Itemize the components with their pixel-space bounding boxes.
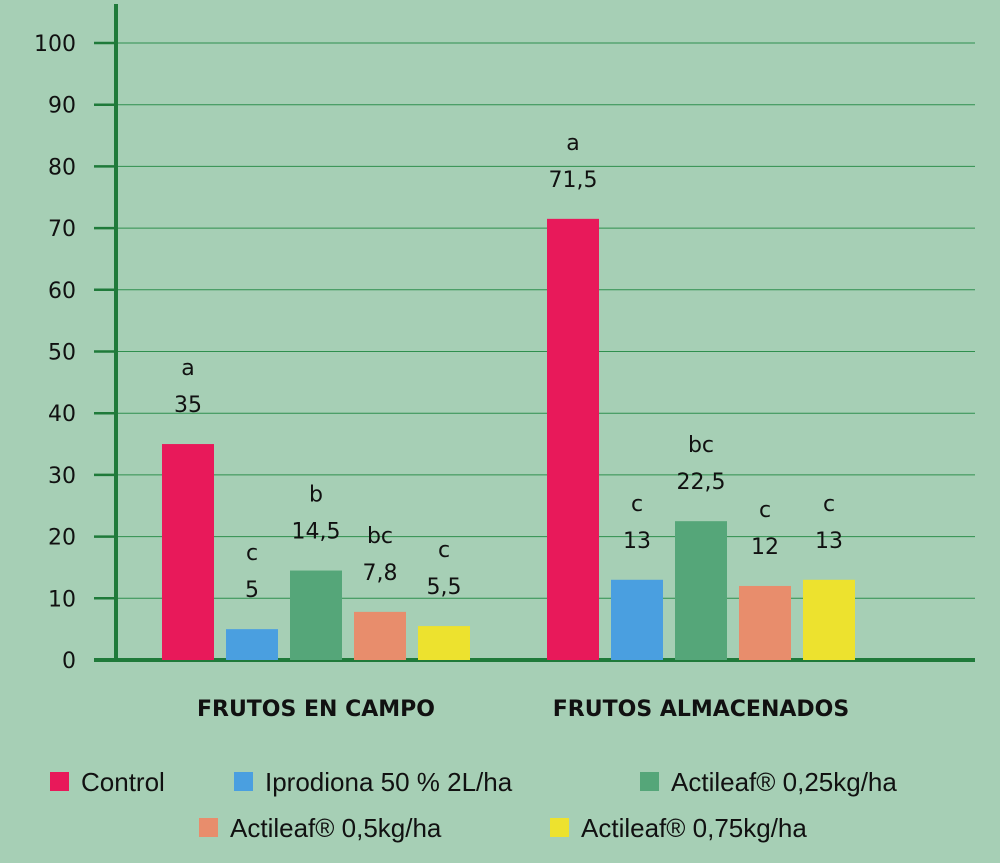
legend-label: Actileaf® 0,25kg/ha (671, 767, 897, 797)
x-category-label: FRUTOS EN CAMPO (197, 697, 435, 722)
significance-letter: a (566, 131, 579, 156)
y-tick-label: 50 (48, 341, 76, 366)
legend-label: Iprodiona 50 % 2L/ha (265, 767, 513, 797)
x-category-label: FRUTOS ALMACENADOS (553, 697, 849, 722)
value-label: 7,8 (363, 561, 398, 586)
legend-swatch (640, 772, 659, 791)
legend-swatch (234, 772, 253, 791)
bar (739, 585, 791, 660)
significance-letter: c (631, 492, 643, 517)
significance-letter: bc (688, 433, 714, 458)
bar (162, 444, 214, 660)
y-tick-label: 40 (48, 402, 76, 427)
bar (803, 579, 855, 660)
bar (547, 218, 599, 660)
bar (226, 629, 278, 660)
y-tick-label: 60 (48, 279, 76, 304)
y-tick-label: 70 (48, 217, 76, 242)
bar (611, 579, 663, 660)
legend-swatch (550, 818, 569, 837)
y-tick-label: 100 (34, 32, 76, 57)
significance-letter: c (823, 492, 835, 517)
bar (675, 521, 727, 660)
legend-label: Actileaf® 0,5kg/ha (230, 813, 442, 843)
significance-letter: c (246, 541, 258, 566)
bar (354, 611, 406, 660)
value-label: 71,5 (549, 168, 598, 193)
y-tick-label: 0 (62, 649, 76, 674)
y-tick-label: 80 (48, 155, 76, 180)
y-tick-label: 20 (48, 526, 76, 551)
value-label: 14,5 (292, 520, 341, 545)
significance-letter: bc (367, 524, 393, 549)
bar (290, 570, 342, 660)
legend-swatch (50, 772, 69, 791)
y-tick-label: 30 (48, 464, 76, 489)
value-label: 13 (815, 529, 843, 554)
significance-letter: c (759, 498, 771, 523)
legend-label: Control (81, 767, 165, 797)
value-label: 22,5 (677, 470, 726, 495)
y-tick-label: 10 (48, 587, 76, 612)
significance-letter: c (438, 538, 450, 563)
value-label: 12 (751, 535, 779, 560)
y-tick-label: 90 (48, 94, 76, 119)
value-label: 13 (623, 529, 651, 554)
value-label: 5 (245, 578, 259, 603)
legend-label: Actileaf® 0,75kg/ha (581, 813, 807, 843)
value-label: 5,5 (427, 575, 462, 600)
legend-swatch (199, 818, 218, 837)
significance-letter: a (181, 356, 194, 381)
bar (418, 626, 470, 660)
value-label: 35 (174, 393, 202, 418)
significance-letter: b (309, 483, 323, 508)
